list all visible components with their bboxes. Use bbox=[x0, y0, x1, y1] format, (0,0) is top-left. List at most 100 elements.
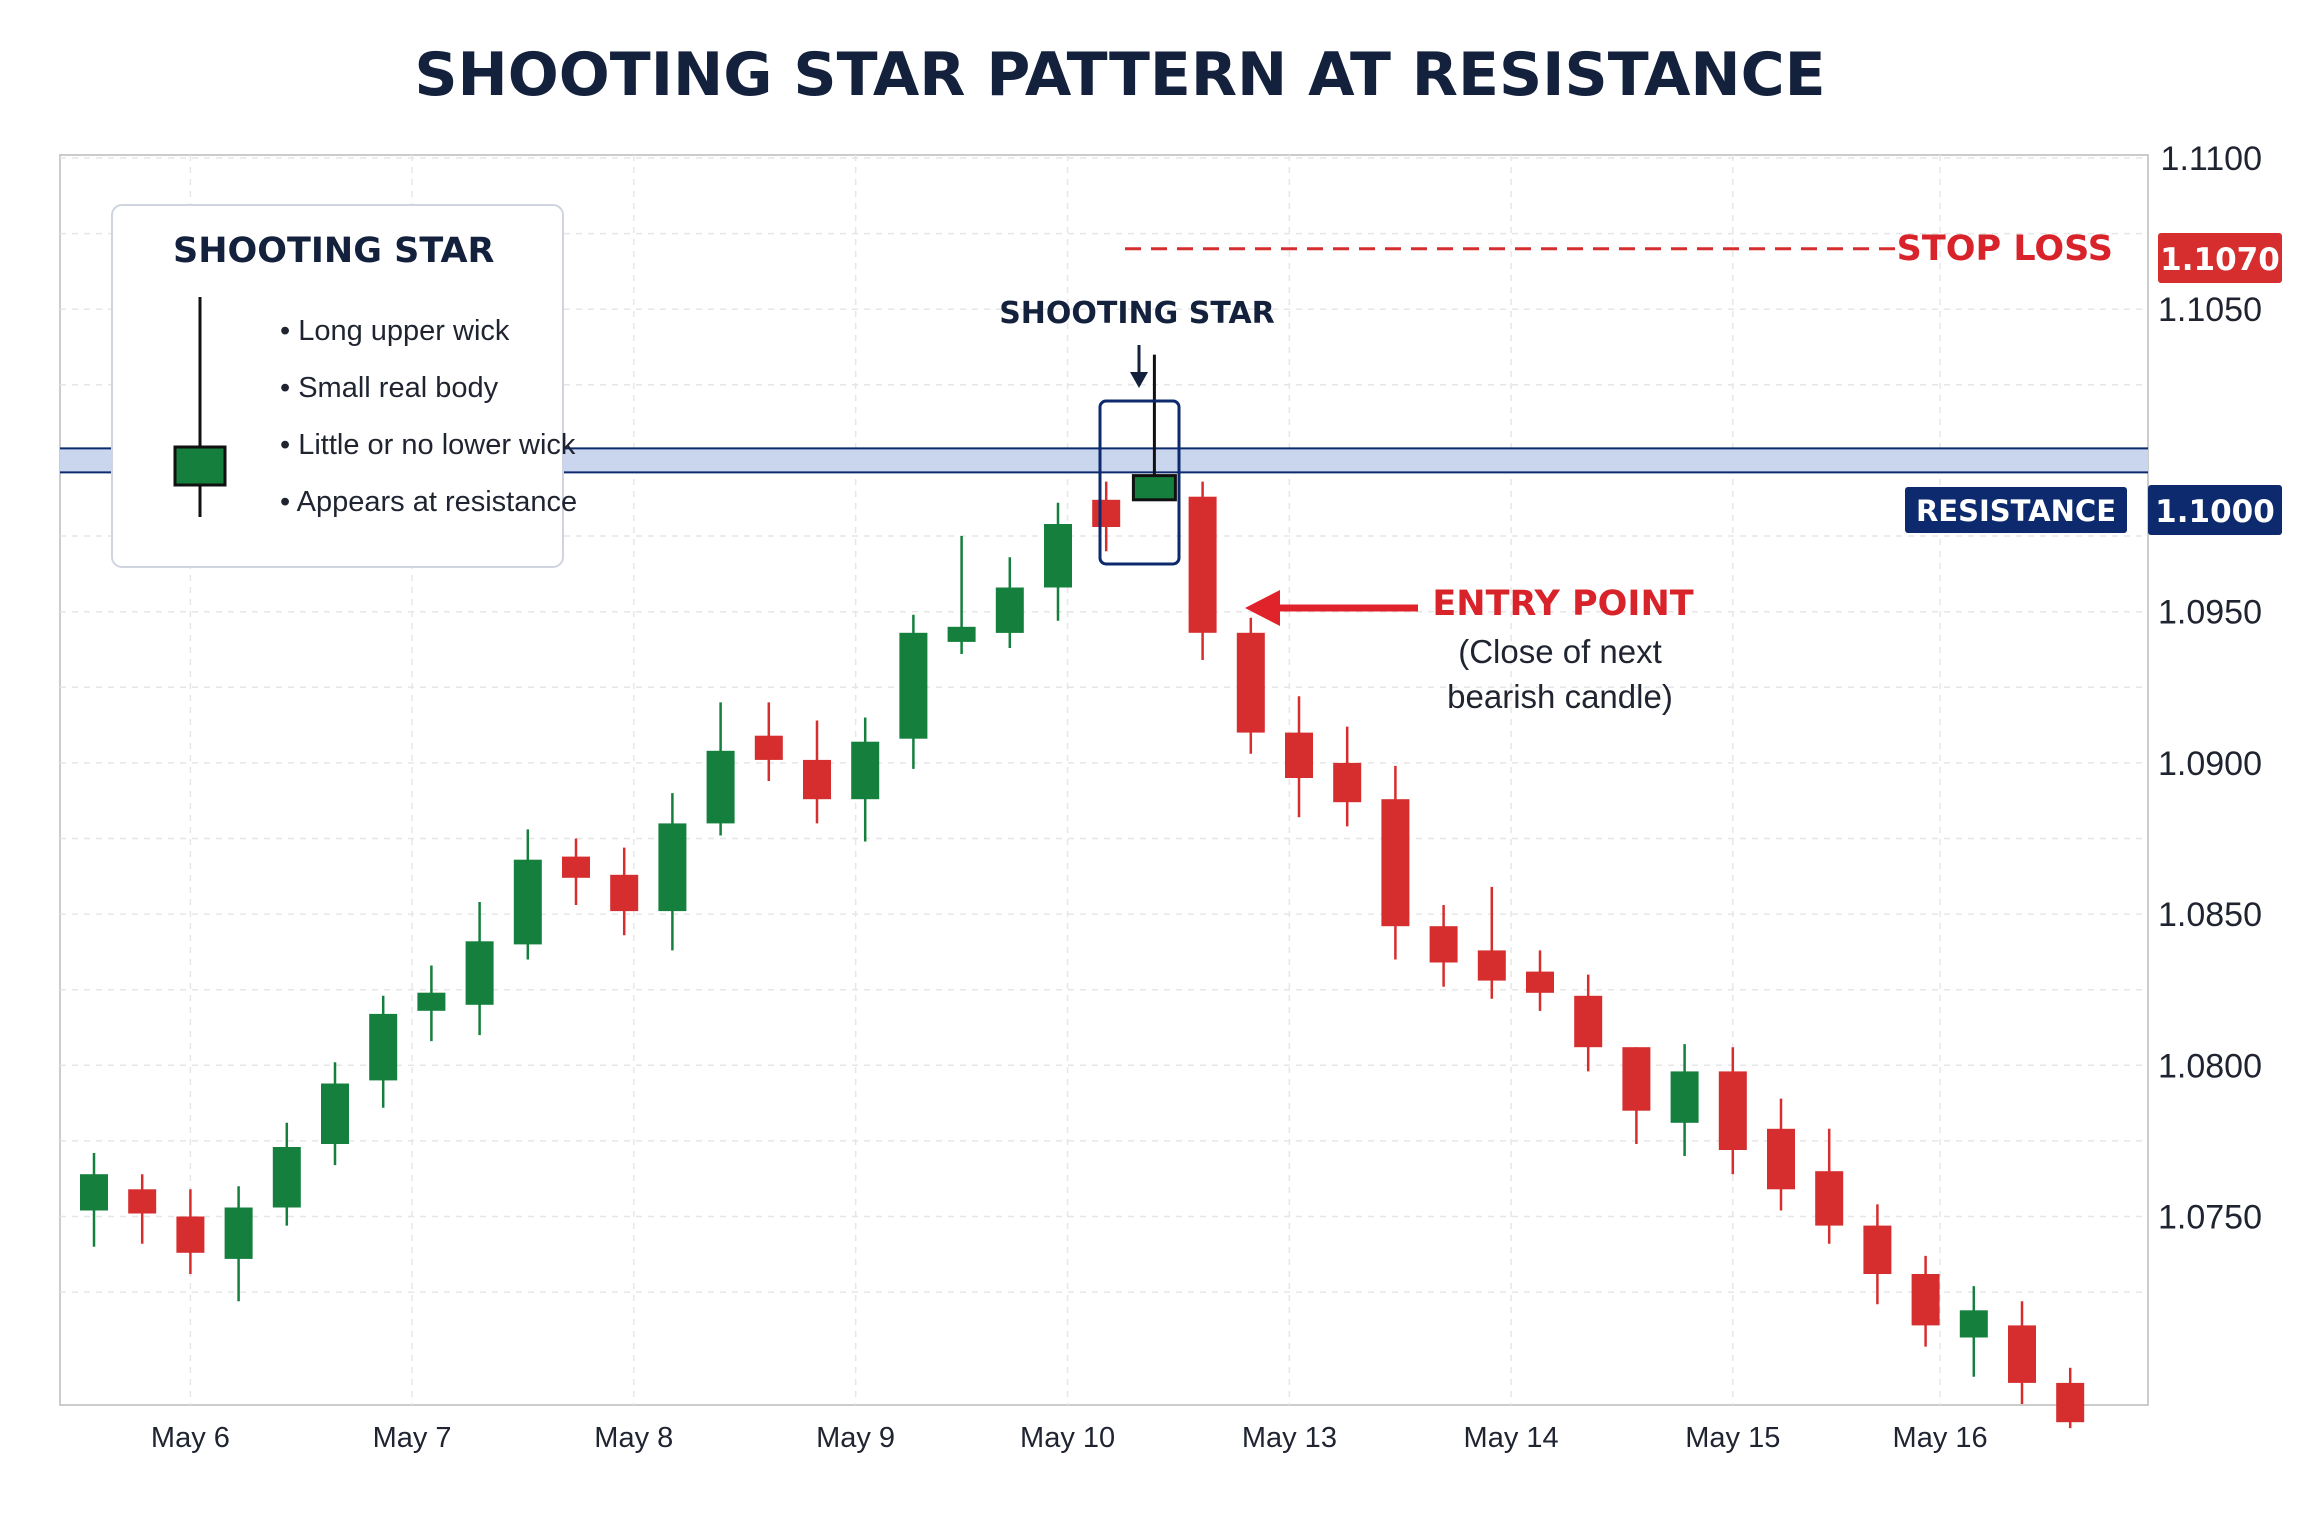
resistance-label: RESISTANCE bbox=[1916, 494, 2116, 528]
candle bbox=[1815, 1128, 1844, 1244]
y-tick-label: 1.0850 bbox=[2158, 896, 2262, 934]
candle bbox=[754, 702, 783, 781]
x-tick-label: May 15 bbox=[1685, 1422, 1780, 1454]
candle-body bbox=[1477, 950, 1506, 981]
candle-body bbox=[562, 856, 590, 878]
candle-body bbox=[1574, 995, 1603, 1048]
y-axis-ticks: 1.1100 1.1050 1.0950 1.0900 1.0850 1.0800 1.07… bbox=[2158, 140, 2262, 1237]
candle-body bbox=[1863, 1225, 1892, 1274]
candle-body bbox=[706, 750, 735, 824]
candle-body bbox=[1188, 496, 1217, 633]
candle bbox=[1622, 1047, 1651, 1144]
candle bbox=[417, 965, 446, 1042]
candle bbox=[1767, 1098, 1795, 1211]
candle-body bbox=[851, 741, 880, 800]
candle-body bbox=[1381, 799, 1410, 927]
candle bbox=[1333, 726, 1362, 827]
candle bbox=[1285, 696, 1313, 818]
candle bbox=[513, 829, 542, 960]
shooting-star-arrow-head bbox=[1130, 372, 1148, 388]
candle-body bbox=[803, 759, 831, 800]
entry-point-note-line-1: (Close of next bbox=[1458, 633, 1662, 670]
candle bbox=[1381, 765, 1410, 960]
candle bbox=[995, 557, 1024, 648]
shooting-star-label: SHOOTING STAR bbox=[999, 296, 1275, 331]
candle bbox=[1863, 1204, 1892, 1305]
stop-loss-label: STOP LOSS bbox=[1897, 229, 2113, 269]
candle bbox=[176, 1189, 205, 1274]
x-tick-label: May 16 bbox=[1893, 1422, 1988, 1454]
candle-body bbox=[1718, 1071, 1747, 1150]
legend-item-little-lower-wick: • Little or no lower wick bbox=[280, 429, 576, 461]
candle-body bbox=[1959, 1310, 1988, 1338]
candle-body bbox=[2056, 1382, 2085, 1423]
legend-title: SHOOTING STAR bbox=[173, 231, 495, 271]
candle bbox=[1131, 354, 1177, 502]
candle bbox=[1574, 974, 1603, 1072]
candle bbox=[658, 793, 687, 951]
x-tick-label: May 13 bbox=[1242, 1422, 1337, 1454]
candle-body bbox=[369, 1013, 398, 1081]
legend-items: • Long upper wick • Small real body • Li… bbox=[280, 315, 577, 518]
candle-body bbox=[899, 632, 928, 739]
candle bbox=[321, 1062, 349, 1166]
candle bbox=[1526, 950, 1554, 1011]
candle bbox=[1959, 1286, 1988, 1377]
entry-arrow-head bbox=[1245, 590, 1280, 626]
candle bbox=[610, 847, 639, 936]
candle-body bbox=[658, 823, 687, 912]
candle-body bbox=[80, 1174, 108, 1211]
candle bbox=[1670, 1044, 1699, 1156]
candle bbox=[1236, 617, 1265, 754]
candle-body bbox=[610, 874, 639, 912]
stop-loss-price-badge bbox=[2158, 233, 2282, 283]
shooting-star-annotation: SHOOTING STAR bbox=[999, 296, 1275, 566]
y-tick-label: 1.1050 bbox=[2158, 291, 2262, 329]
candle-body bbox=[1622, 1047, 1651, 1111]
candle bbox=[851, 717, 880, 842]
legend-item-small-real-body: • Small real body bbox=[280, 372, 499, 404]
stop-loss-label-group: STOP LOSS 1.1070 bbox=[1897, 229, 2282, 283]
candle bbox=[2008, 1301, 2036, 1404]
resistance-label-group: RESISTANCE 1.1000 bbox=[1905, 485, 2282, 535]
shooting-star-candle-body bbox=[1131, 474, 1177, 502]
candle-body bbox=[417, 992, 446, 1011]
y-tick-label: 1.0900 bbox=[2158, 745, 2262, 783]
candle-body bbox=[1285, 732, 1313, 778]
x-tick-label: May 10 bbox=[1020, 1422, 1115, 1454]
entry-point-note-line-2: bearish candle) bbox=[1447, 678, 1673, 715]
candlestick-series bbox=[80, 354, 2085, 1429]
candle-body bbox=[272, 1147, 301, 1208]
stop-loss-price-badge-text: 1.1070 bbox=[2160, 242, 2280, 278]
candle bbox=[706, 702, 735, 836]
candle bbox=[1718, 1047, 1747, 1175]
candle bbox=[1188, 481, 1217, 660]
x-tick-label: May 14 bbox=[1464, 1422, 1559, 1454]
entry-point-annotation: ENTRY POINT (Close of next bearish candl… bbox=[1245, 584, 1694, 715]
x-tick-label: May 8 bbox=[594, 1422, 673, 1454]
legend-item-appears-at-resistance: • Appears at resistance bbox=[280, 486, 577, 518]
candle-body bbox=[995, 587, 1024, 633]
candle-body bbox=[1429, 926, 1458, 963]
candle-body bbox=[1815, 1171, 1844, 1226]
candle-body bbox=[1767, 1128, 1795, 1190]
candle bbox=[899, 614, 928, 769]
candle-body bbox=[128, 1189, 157, 1214]
x-axis-ticks: May 6 May 7 May 8 May 9 May 10 May 13 May 14 Ma… bbox=[151, 1422, 1988, 1454]
candle-body bbox=[321, 1083, 349, 1144]
candle bbox=[465, 902, 494, 1036]
legend: SHOOTING STAR • Long upper wick • Small … bbox=[111, 204, 577, 568]
candle-body bbox=[1333, 762, 1362, 803]
candle bbox=[369, 995, 398, 1108]
y-tick-label: 1.1100 bbox=[2161, 140, 2262, 178]
y-tick-label: 1.0950 bbox=[2158, 594, 2262, 632]
candle bbox=[2056, 1367, 2085, 1429]
candle bbox=[947, 536, 976, 654]
candle-body bbox=[224, 1207, 253, 1259]
candle bbox=[1044, 502, 1072, 621]
chart-title: SHOOTING STAR PATTERN AT RESISTANCE bbox=[414, 40, 1825, 110]
candle-body bbox=[1092, 499, 1121, 527]
candle bbox=[1429, 905, 1458, 987]
candle-body bbox=[1526, 971, 1554, 993]
